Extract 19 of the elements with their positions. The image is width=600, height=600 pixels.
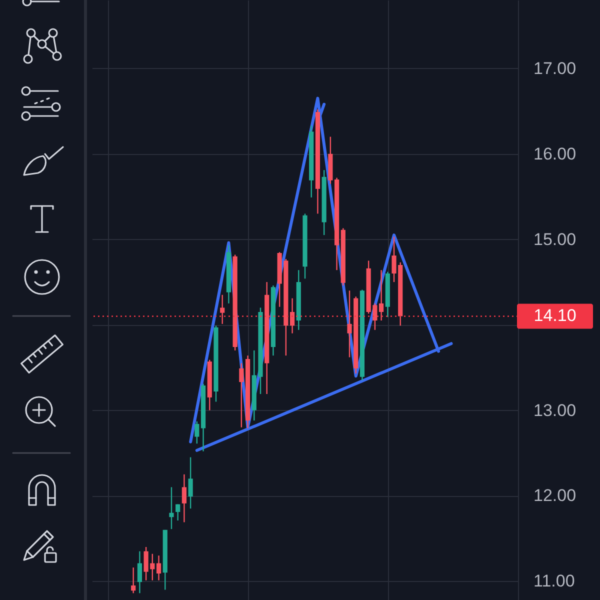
candlestick	[182, 474, 186, 523]
candlestick	[188, 456, 193, 510]
y-tick-label: 13.00	[534, 400, 576, 420]
candlestick	[220, 294, 225, 325]
y-tick-label: 12.00	[534, 486, 576, 506]
candlestick	[156, 554, 162, 581]
y-tick-label: 17.00	[534, 58, 576, 78]
candlestick	[194, 420, 200, 444]
candlestick	[379, 269, 384, 322]
candlestick	[169, 486, 174, 530]
y-tick-label: 11.00	[534, 572, 575, 591]
candlestick	[176, 504, 180, 522]
y-tick-label: 15.00	[534, 230, 576, 249]
candlestick	[239, 362, 244, 428]
candlestick	[137, 550, 142, 594]
candlestick	[290, 298, 295, 334]
ref-line-label: 14.10	[534, 306, 576, 326]
y-tick-label: 16.00	[534, 144, 576, 164]
candlestick	[131, 566, 136, 594]
